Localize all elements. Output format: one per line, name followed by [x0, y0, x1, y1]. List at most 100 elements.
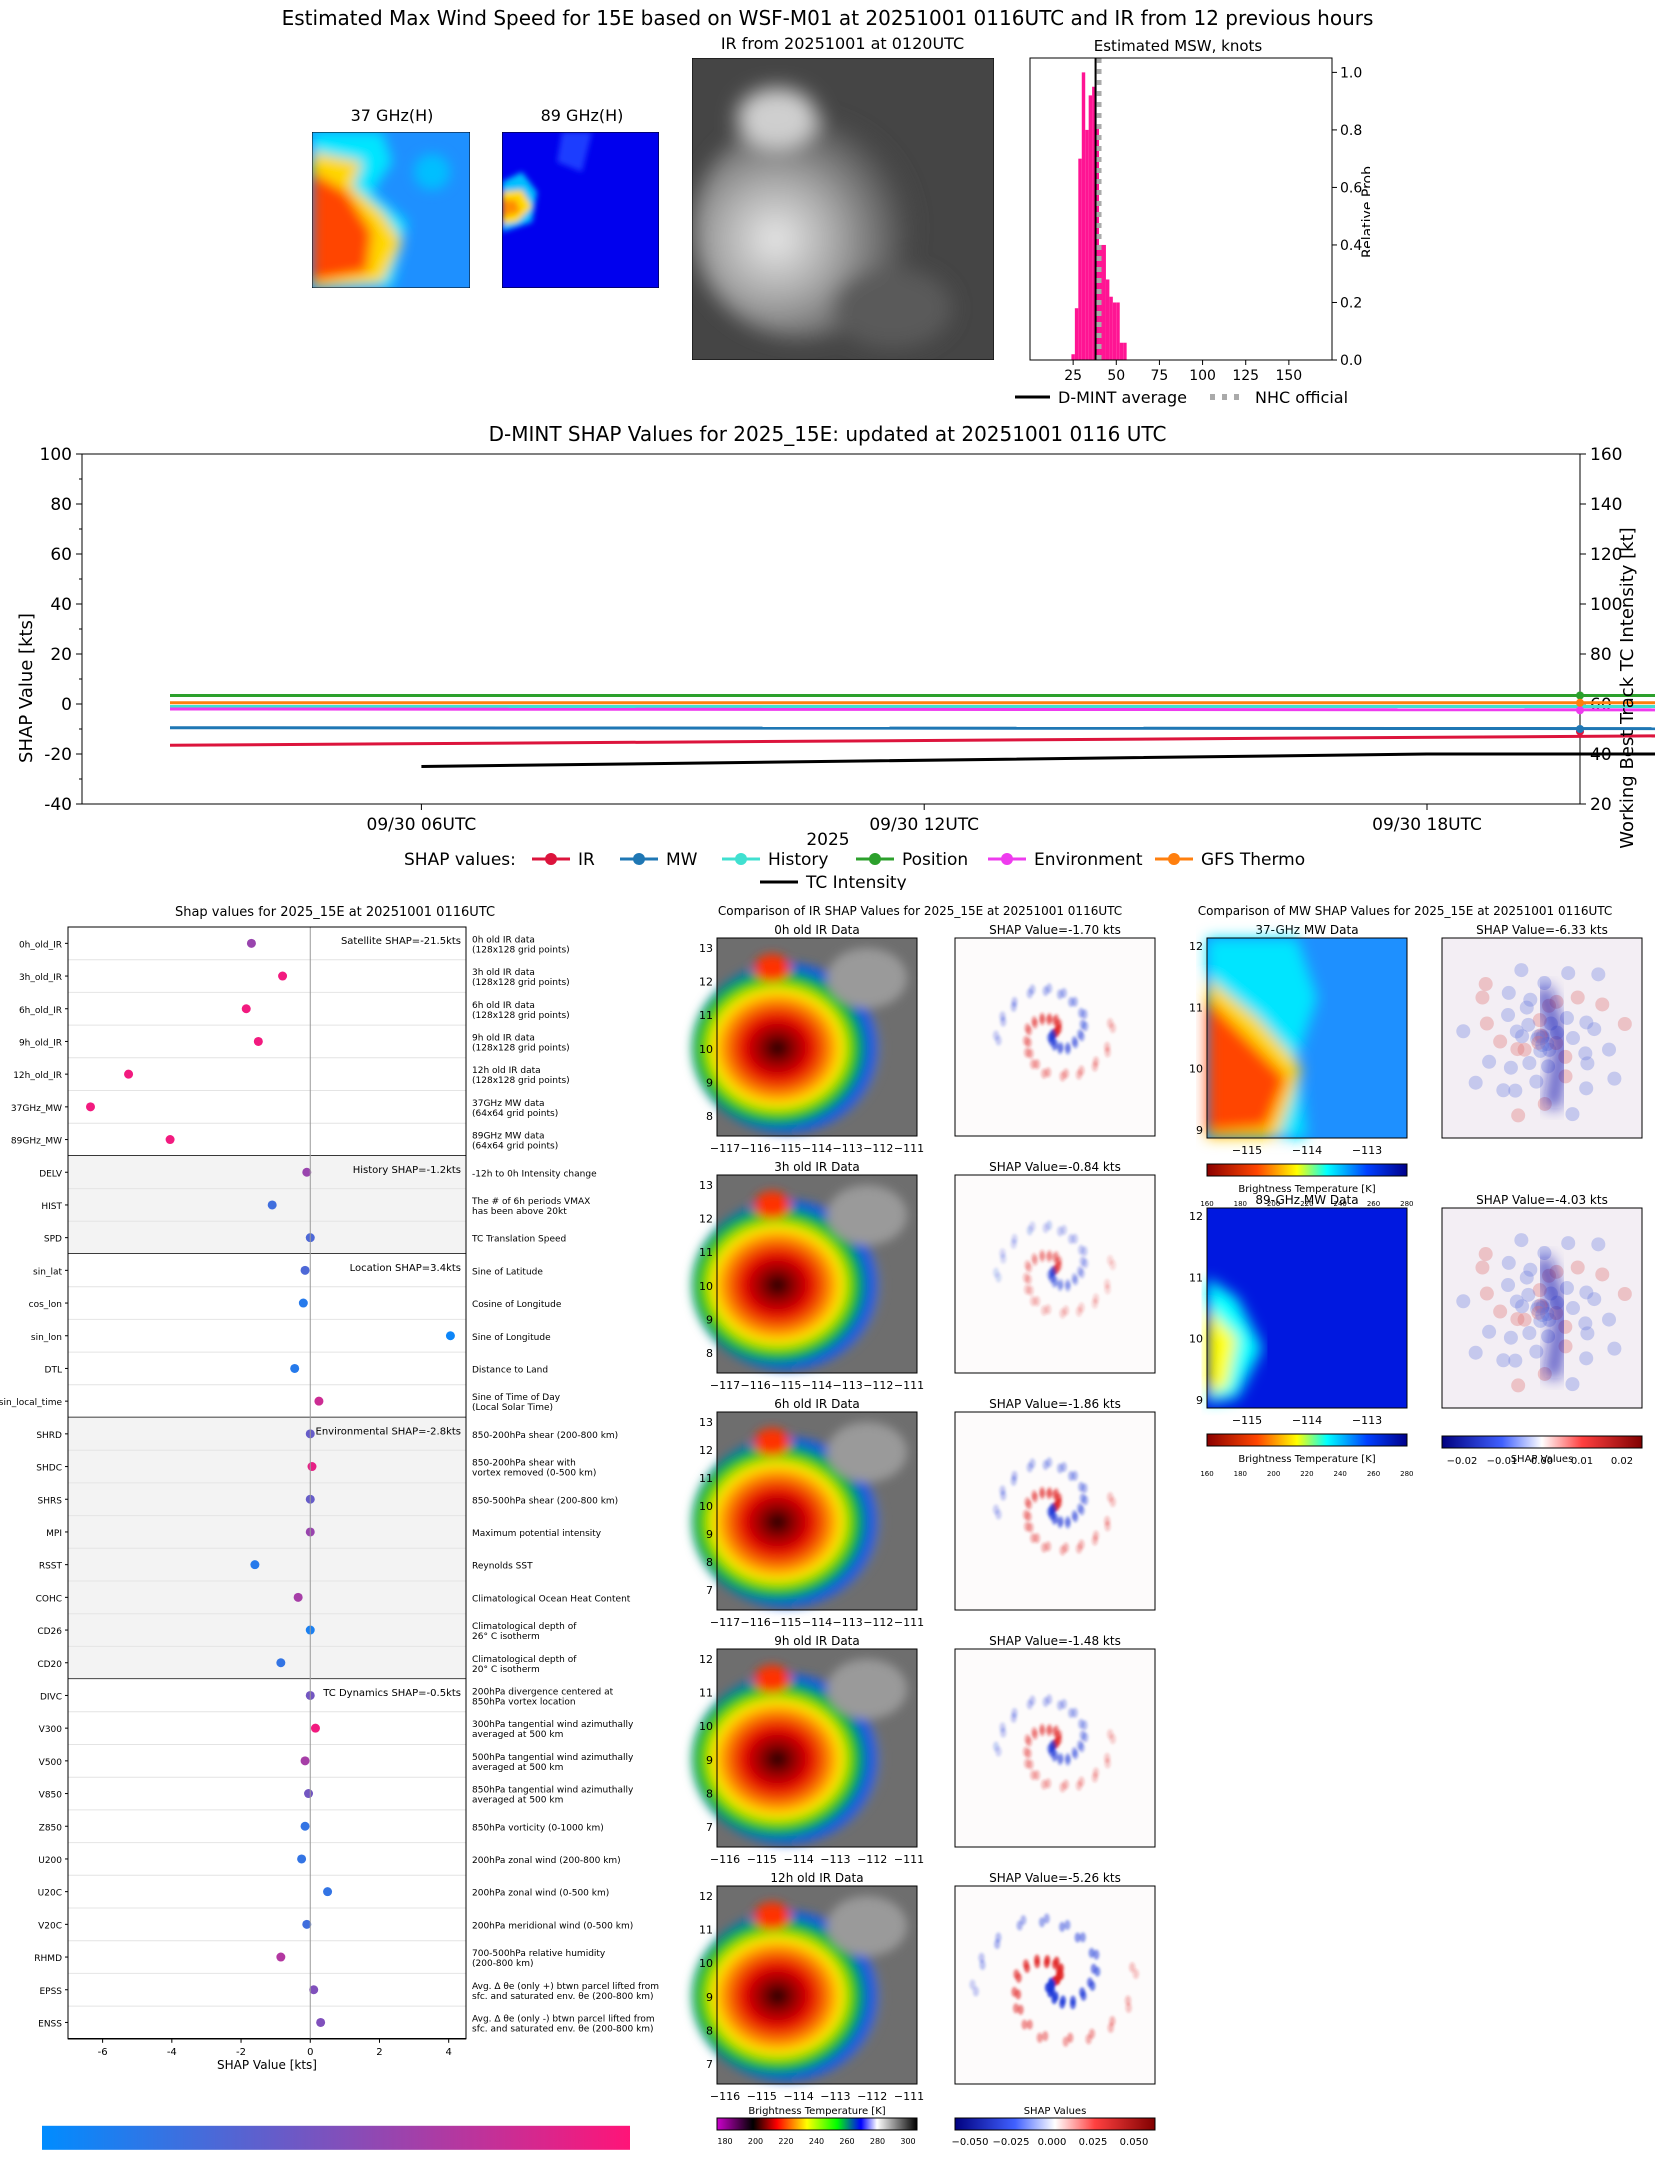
ir-shap-blob: [1104, 1278, 1111, 1289]
ir-shap-blob: [1039, 1015, 1046, 1026]
hist-bar: [1102, 244, 1106, 360]
hist-xtick-label: 75: [1151, 368, 1169, 384]
dot-point: [302, 1167, 312, 1177]
mw-shap-blob: [1501, 1255, 1516, 1270]
ir-shap-blob: [1071, 1273, 1078, 1284]
mw-shap-blob: [1521, 1017, 1536, 1032]
ir-panel-shap: SHAP Value=-0.84 kts: [989, 1160, 1121, 1174]
ir-panel-shap: SHAP Value=-1.48 kts: [989, 1634, 1121, 1648]
ir-shap-blob: [1010, 1001, 1017, 1012]
mw-shap-blob: [1531, 1035, 1546, 1050]
dot-feature-desc: 89GHz MW data: [472, 1132, 545, 1142]
ts-ytick-right-label: 100: [1590, 595, 1622, 615]
ir-shap-tick: 0.025: [1079, 2137, 1108, 2148]
ir-convection: [754, 1665, 790, 1693]
ir-ytick-label: 10: [699, 1043, 713, 1056]
dot-feature-name: RHMD: [34, 1954, 62, 1964]
ir-image-frame: [716, 937, 918, 1137]
dot-feature-name: MPI: [46, 1529, 62, 1539]
mw-shap-blob: [1531, 1299, 1546, 1314]
ir-shap-blob: [1064, 1042, 1071, 1053]
mw-shap-blob: [1591, 967, 1606, 982]
ir-panel-label: 6h old IR Data: [774, 1397, 860, 1411]
mw-shap-blob: [1456, 1024, 1471, 1039]
dot-feature-desc: TC Translation Speed: [471, 1235, 566, 1245]
hist-bar: [1119, 342, 1124, 360]
ir-xtick-label: −115: [771, 1616, 801, 1629]
ir-shap-blob: [1036, 2032, 1043, 2043]
ir-shap-blob: [1026, 2019, 1033, 2030]
ir-xtick-label: −115: [771, 1379, 801, 1392]
ir-shap-blob: [1062, 2036, 1069, 2047]
mw-bt-colorbar: [1206, 1163, 1408, 1177]
ts-legend-label: Environment: [1034, 850, 1143, 870]
mw-shap-core: [1533, 985, 1572, 1110]
mw-shap-blob: [1559, 1010, 1574, 1025]
ir-panel-image: [692, 1411, 918, 1611]
mw-shap-blob: [1482, 1054, 1497, 1069]
hist-title: Estimated MSW, knots: [1094, 37, 1263, 55]
ir-shap-blob: [1010, 1238, 1017, 1249]
ir-shap-blob: [1034, 1533, 1040, 1544]
ir-shap-blob: [1068, 1707, 1075, 1718]
ir-xtick-label: −116: [741, 1616, 771, 1629]
mw-shap-blob: [1535, 1301, 1549, 1315]
hist-xtick-label: 50: [1107, 368, 1125, 384]
dot-point: [300, 1756, 310, 1766]
ir-shap-map: [954, 1885, 1156, 2085]
ir-storm: [692, 1200, 882, 1370]
ir-shap-blob: [1034, 1958, 1041, 1969]
ir-shap-blob: [1043, 1958, 1050, 1969]
dot-feature-name: V500: [39, 1758, 63, 1768]
ir-bt-cbar-label: Brightness Temperature [K]: [748, 2106, 885, 2117]
mw-shap-blob: [1561, 966, 1576, 981]
mw-shap-blob: [1515, 1299, 1530, 1314]
ir-ytick-label: 12: [699, 1444, 713, 1457]
mw-band: [1207, 1308, 1237, 1393]
ts-legend-label: History: [768, 850, 828, 870]
dot-feature-name: SPD: [44, 1235, 62, 1245]
ir-shap-blob: [995, 1746, 1002, 1757]
ir-image-frame: [716, 1648, 918, 1848]
ts-legend-marker: [869, 853, 881, 865]
dot-feature-desc: has been above 20kt: [472, 1207, 567, 1217]
ir-shap-blob: [1071, 1036, 1078, 1047]
mw-shap-map: [1441, 937, 1643, 1139]
mw-shap-blob: [1561, 1236, 1576, 1251]
mw-image-frame: [1206, 937, 1408, 1139]
ir-shap-blob: [1032, 1018, 1039, 1029]
dot-feature-desc: (128x128 grid points): [472, 1076, 570, 1086]
mw-ytick-label: 11: [1189, 1001, 1203, 1014]
mw-shap-blob: [1503, 1330, 1518, 1345]
ir-shap-speckle: [993, 1220, 1116, 1319]
ir-shap-blob: [1039, 1489, 1046, 1500]
ir-shap-blob: [1064, 1753, 1071, 1764]
ir-shap-map: [954, 1174, 1156, 1374]
ir-panel-shap: SHAP Value=-1.70 kts: [989, 923, 1121, 937]
dot-feature-desc: (128x128 grid points): [472, 978, 570, 988]
mw-shap-blob: [1559, 1280, 1574, 1295]
ir-shap-blob: [1079, 1730, 1086, 1741]
mw-bt-tick: 200: [1267, 1470, 1280, 1478]
hist-bar: [1092, 86, 1096, 360]
ir-xtick-label: −115: [747, 1853, 777, 1866]
ir-shap-blob: [1078, 1481, 1085, 1492]
mw-shap-blob: [1570, 990, 1585, 1005]
mw-shap-blob: [1535, 1030, 1550, 1045]
ir-shap-blob: [1052, 1959, 1058, 1970]
hist-bar: [1109, 296, 1113, 360]
mw-shap-blob: [1517, 1042, 1532, 1057]
dot-group-bg: [68, 1679, 466, 2039]
ir-ytick-label: 10: [699, 1957, 713, 1970]
hist-xtick-label: 100: [1189, 368, 1216, 384]
mw-shap-blob: [1508, 1083, 1523, 1098]
mw-bt-tick: 280: [1400, 1200, 1413, 1208]
ir-shap-blob: [1042, 1460, 1049, 1471]
ir-xtick-label: −116: [741, 1379, 771, 1392]
mw-shap-map: [1441, 1207, 1643, 1409]
ir-xtick-label: −114: [802, 1379, 832, 1392]
mw-shap-blob: [1607, 1341, 1622, 1356]
ts-ytick-left-label: 60: [50, 545, 72, 565]
ir-shap-blob: [1092, 1530, 1099, 1541]
ir-shap-blob: [1088, 1947, 1095, 1958]
